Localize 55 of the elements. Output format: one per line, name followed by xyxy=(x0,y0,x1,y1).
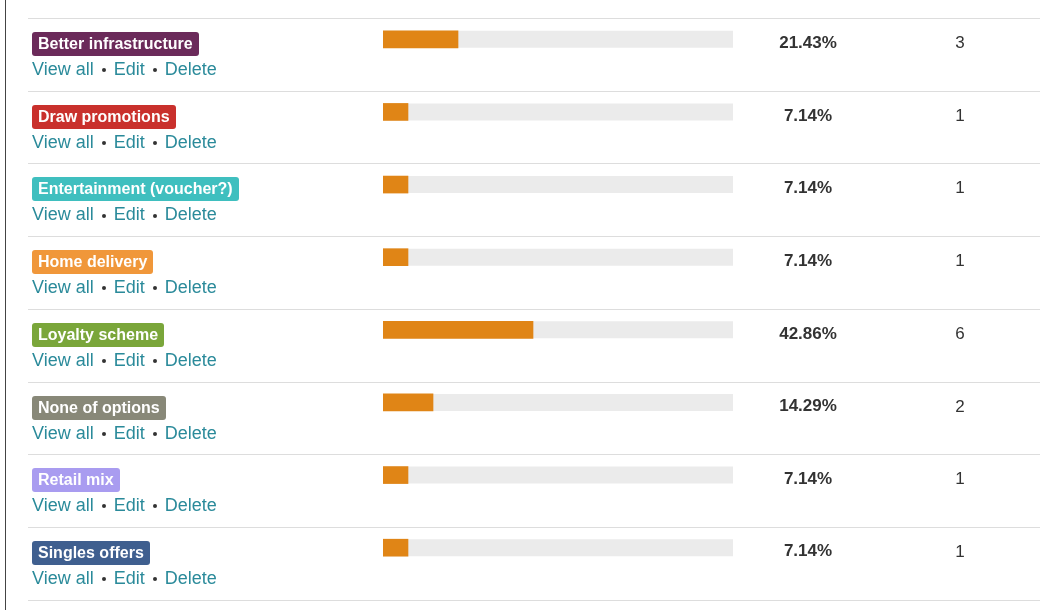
data-label: 42.86% xyxy=(779,323,837,343)
text: 2 xyxy=(954,396,966,417)
text: Edit xyxy=(113,277,145,298)
bar xyxy=(383,538,409,557)
bar xyxy=(383,466,409,484)
y-tick-label: Draw promotions xyxy=(32,104,176,129)
text: 1 xyxy=(954,105,966,126)
text: Edit xyxy=(113,349,145,370)
bar xyxy=(383,30,459,49)
text: View all xyxy=(32,204,94,225)
text: Edit xyxy=(113,422,145,443)
y-tick-label: None of options xyxy=(32,395,166,420)
text: Delete xyxy=(164,204,217,225)
data-label: 7.14% xyxy=(783,541,833,561)
y-tick-label: Entertainment (voucher?) xyxy=(32,177,239,202)
text: 1 xyxy=(954,178,966,199)
text: 1 xyxy=(954,251,966,272)
text: 6 xyxy=(954,323,966,344)
y-tick-label: Retail mix xyxy=(32,468,120,493)
data-label: 7.14% xyxy=(783,250,833,270)
data-label: 7.14% xyxy=(783,105,833,125)
text: View all xyxy=(32,349,94,370)
text: Delete xyxy=(164,59,217,79)
bar xyxy=(383,393,434,412)
text: Delete xyxy=(164,131,217,152)
y-tick-label: Better infrastructure xyxy=(32,32,199,56)
text: Delete xyxy=(164,567,217,588)
text: 1 xyxy=(954,541,966,562)
text: 3 xyxy=(954,33,966,53)
y-tick-label: Loyalty scheme xyxy=(32,322,165,347)
text: View all xyxy=(32,422,94,443)
text: 1 xyxy=(954,469,966,490)
bar xyxy=(383,175,409,194)
text: View all xyxy=(32,131,94,152)
text: Delete xyxy=(164,349,217,370)
text: View all xyxy=(32,567,94,588)
text: Edit xyxy=(113,131,145,152)
y-tick-label: Home delivery xyxy=(32,250,154,275)
bar xyxy=(383,103,409,121)
text: Edit xyxy=(113,59,145,79)
text: Delete xyxy=(164,495,217,516)
text: Edit xyxy=(113,567,145,588)
text: Edit xyxy=(113,495,145,516)
text: Edit xyxy=(113,204,145,225)
data-label: 7.14% xyxy=(783,468,833,488)
text: Delete xyxy=(164,277,217,298)
text: View all xyxy=(32,59,94,79)
data-label: 21.43% xyxy=(779,33,837,52)
data-label: 7.14% xyxy=(783,178,833,198)
y-tick-label: Singles offers xyxy=(32,540,150,565)
bar xyxy=(383,248,409,267)
text: View all xyxy=(32,277,94,298)
text: Delete xyxy=(164,422,217,443)
data-label: 14.29% xyxy=(779,396,837,416)
text: View all xyxy=(32,495,94,516)
